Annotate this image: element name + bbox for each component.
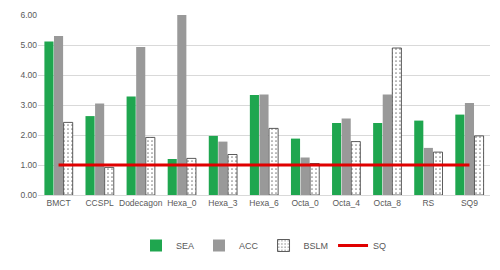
svg-text:Octa_8: Octa_8 (374, 198, 402, 208)
svg-text:Hexa_6: Hexa_6 (249, 198, 279, 208)
svg-text:SQ9: SQ9 (461, 198, 478, 208)
svg-text:SEA: SEA (176, 241, 194, 251)
svg-text:1.00: 1.00 (20, 160, 37, 170)
svg-text:CCSPL: CCSPL (85, 198, 114, 208)
svg-text:ACC: ACC (239, 241, 259, 251)
svg-text:Hexa_0: Hexa_0 (167, 198, 197, 208)
svg-text:Octa_0: Octa_0 (291, 198, 319, 208)
svg-text:Octa_4: Octa_4 (332, 198, 360, 208)
svg-text:0.00: 0.00 (20, 190, 37, 200)
svg-text:2.00: 2.00 (20, 130, 37, 140)
svg-text:3.00: 3.00 (20, 100, 37, 110)
svg-text:5.00: 5.00 (20, 40, 37, 50)
svg-text:4.00: 4.00 (20, 70, 37, 80)
svg-text:Hexa_3: Hexa_3 (208, 198, 238, 208)
svg-text:SQ: SQ (373, 241, 386, 251)
svg-text:RS: RS (422, 198, 434, 208)
svg-text:6.00: 6.00 (20, 10, 37, 20)
svg-text:BSLM: BSLM (304, 241, 329, 251)
svg-text:Dodecagon: Dodecagon (119, 198, 163, 208)
svg-text:BMCT: BMCT (47, 198, 71, 208)
